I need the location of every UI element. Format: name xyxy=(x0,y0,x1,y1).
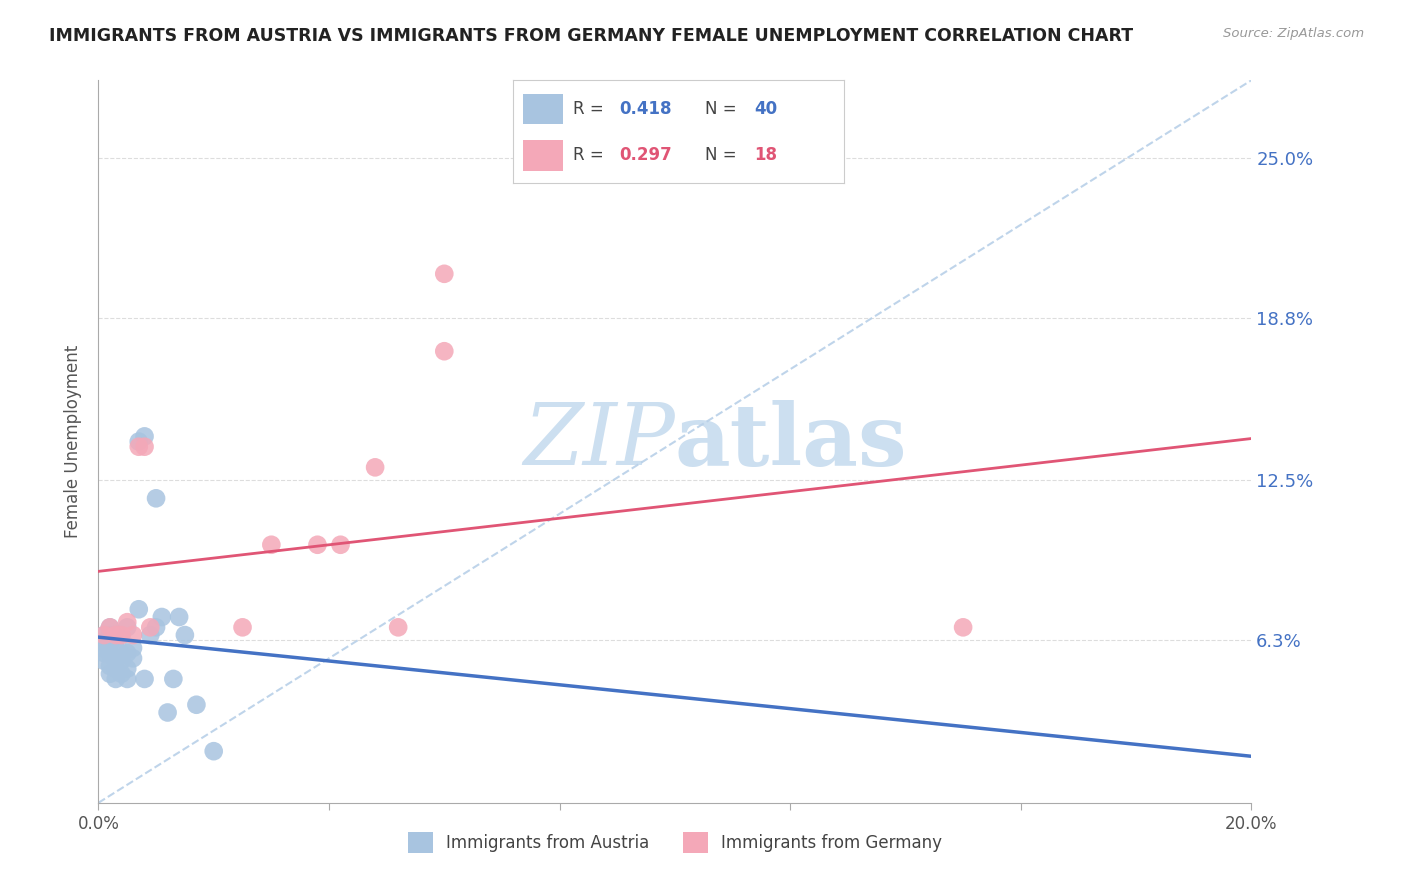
Point xyxy=(110,654,132,668)
Point xyxy=(433,344,456,359)
Point xyxy=(174,628,197,642)
Point xyxy=(93,628,115,642)
Point xyxy=(122,651,145,665)
Point xyxy=(260,538,283,552)
Point xyxy=(117,672,139,686)
Point xyxy=(98,666,121,681)
Point xyxy=(145,491,167,506)
Point xyxy=(202,744,225,758)
Point xyxy=(329,538,352,552)
Point xyxy=(110,628,132,642)
Point xyxy=(186,698,208,712)
Point xyxy=(117,662,139,676)
Point xyxy=(128,602,150,616)
Point xyxy=(93,646,115,660)
Point xyxy=(128,440,150,454)
Point xyxy=(122,640,145,655)
Text: 0.297: 0.297 xyxy=(619,146,672,164)
Point xyxy=(156,706,179,720)
Point xyxy=(93,640,115,655)
Point xyxy=(364,460,387,475)
Text: R =: R = xyxy=(572,146,609,164)
Point xyxy=(134,429,156,443)
Point xyxy=(104,662,127,676)
Point xyxy=(139,620,162,634)
Point xyxy=(93,636,115,650)
Text: R =: R = xyxy=(572,100,609,118)
Y-axis label: Female Unemployment: Female Unemployment xyxy=(65,345,83,538)
Point xyxy=(98,620,121,634)
Point xyxy=(134,440,156,454)
Point xyxy=(98,646,121,660)
Point xyxy=(93,628,115,642)
Point xyxy=(110,646,132,660)
Legend: Immigrants from Austria, Immigrants from Germany: Immigrants from Austria, Immigrants from… xyxy=(401,826,949,860)
Point xyxy=(162,672,184,686)
Point xyxy=(117,615,139,630)
Point xyxy=(104,640,127,655)
Point xyxy=(110,666,132,681)
Text: N =: N = xyxy=(704,146,742,164)
Point xyxy=(122,628,145,642)
Text: 0.418: 0.418 xyxy=(619,100,672,118)
Point xyxy=(387,620,409,634)
Point xyxy=(134,672,156,686)
Text: ZIP: ZIP xyxy=(523,401,675,483)
Point xyxy=(952,620,974,634)
Point xyxy=(98,620,121,634)
Point xyxy=(117,620,139,634)
Text: 18: 18 xyxy=(755,146,778,164)
Point xyxy=(93,654,115,668)
Point xyxy=(167,610,190,624)
FancyBboxPatch shape xyxy=(523,94,562,124)
Point xyxy=(104,628,127,642)
Text: 40: 40 xyxy=(755,100,778,118)
Point xyxy=(307,538,329,552)
Point xyxy=(104,628,127,642)
Point xyxy=(145,620,167,634)
Text: N =: N = xyxy=(704,100,742,118)
Text: IMMIGRANTS FROM AUSTRIA VS IMMIGRANTS FROM GERMANY FEMALE UNEMPLOYMENT CORRELATI: IMMIGRANTS FROM AUSTRIA VS IMMIGRANTS FR… xyxy=(49,27,1133,45)
Point xyxy=(98,628,121,642)
Point xyxy=(98,659,121,673)
Point xyxy=(128,434,150,449)
Text: Source: ZipAtlas.com: Source: ZipAtlas.com xyxy=(1223,27,1364,40)
Point xyxy=(231,620,254,634)
Point xyxy=(104,654,127,668)
Point xyxy=(139,628,162,642)
Point xyxy=(433,267,456,281)
Point xyxy=(117,646,139,660)
FancyBboxPatch shape xyxy=(523,140,562,170)
Point xyxy=(104,672,127,686)
Point xyxy=(98,636,121,650)
Point xyxy=(110,628,132,642)
Text: atlas: atlas xyxy=(675,400,907,483)
Point xyxy=(150,610,173,624)
